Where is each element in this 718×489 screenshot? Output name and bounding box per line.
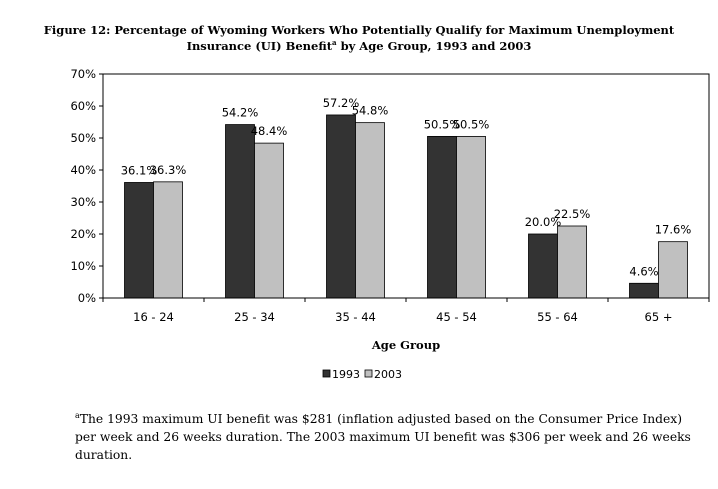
bar-2003-5 [658, 241, 688, 299]
bars-group [124, 114, 688, 299]
data-label: 4.6% [629, 264, 658, 278]
x-tick-label: 16 - 24 [133, 310, 174, 324]
data-labels-group: 36.1%36.3% 54.2% 48.4% 57.2%54.8% 50.5%50.5%… [121, 96, 692, 278]
y-tick-label: 40% [70, 163, 96, 177]
title-superscript: a [332, 38, 337, 47]
data-label: 54.8% [352, 104, 389, 118]
legend: 1993 2003 [322, 368, 402, 381]
bar-2003-3 [456, 135, 486, 299]
bar-1993-3 [427, 135, 457, 299]
x-axis: 16 - 24 25 - 34 35 - 44 45 - 54 55 - 64 65 + [102, 298, 710, 324]
legend-swatch-2003 [364, 369, 373, 378]
x-tick-label: 65 + [645, 310, 673, 324]
plot-frame [102, 73, 710, 299]
y-tick-label: 10% [70, 259, 96, 273]
bar-2003-2 [355, 122, 385, 299]
y-tick-label: 0% [78, 291, 96, 305]
y-tick-label: 50% [70, 131, 96, 145]
bar-1993-4 [528, 233, 558, 299]
title-line-2-post: by Age Group, 1993 and 2003 [336, 39, 532, 53]
legend-swatch-1993 [322, 369, 331, 378]
x-tick-label: 45 - 54 [436, 310, 477, 324]
footnote-text: The 1993 maximum UI benefit was $281 (in… [75, 412, 691, 462]
bar-1993-0 [124, 182, 154, 299]
data-label: 22.5% [554, 207, 591, 221]
y-tick-label: 60% [70, 99, 96, 113]
x-tick-label: 35 - 44 [335, 310, 376, 324]
title-line-2-pre: Insurance (UI) Benefit [186, 39, 333, 53]
data-label: 50.5% [424, 117, 461, 131]
y-tick-label: 70% [70, 67, 96, 81]
data-label: 20.0% [525, 215, 562, 229]
data-label: 36.1% [121, 163, 158, 177]
data-label: 57.2% [323, 96, 360, 110]
x-tick-label: 55 - 64 [537, 310, 578, 324]
x-axis-label: Age Group [371, 338, 440, 352]
bar-chart: 0% 10% 20% 30% 40% 50% 60% 70% 36.1%36.3% 54.2% 4… [70, 67, 710, 381]
data-label: 17.6% [655, 223, 692, 237]
bar-1993-2 [326, 114, 356, 299]
chart-title: Figure 12: Percentage of Wyoming Workers… [0, 22, 718, 54]
y-tick-label: 20% [70, 227, 96, 241]
bar-2003-0 [153, 181, 183, 299]
legend-label-1993: 1993 [332, 368, 360, 381]
data-label: 36.3% [150, 163, 187, 177]
bar-1993-5 [629, 282, 659, 299]
footnote: aThe 1993 maximum UI benefit was $281 (i… [75, 410, 705, 464]
data-label: 54.2% [222, 106, 259, 120]
bar-2003-1 [254, 142, 284, 299]
footnote-superscript: a [75, 411, 80, 420]
y-tick-label: 30% [70, 195, 96, 209]
x-tick-label: 25 - 34 [234, 310, 275, 324]
title-line-1: Figure 12: Percentage of Wyoming Workers… [43, 23, 675, 37]
data-label: 50.5% [453, 117, 490, 131]
legend-label-2003: 2003 [374, 368, 402, 381]
bar-1993-1 [225, 124, 255, 299]
bar-2003-4 [557, 225, 587, 299]
y-axis: 0% 10% 20% 30% 40% 50% 60% 70% [70, 67, 103, 305]
data-label: 48.4% [251, 124, 288, 138]
